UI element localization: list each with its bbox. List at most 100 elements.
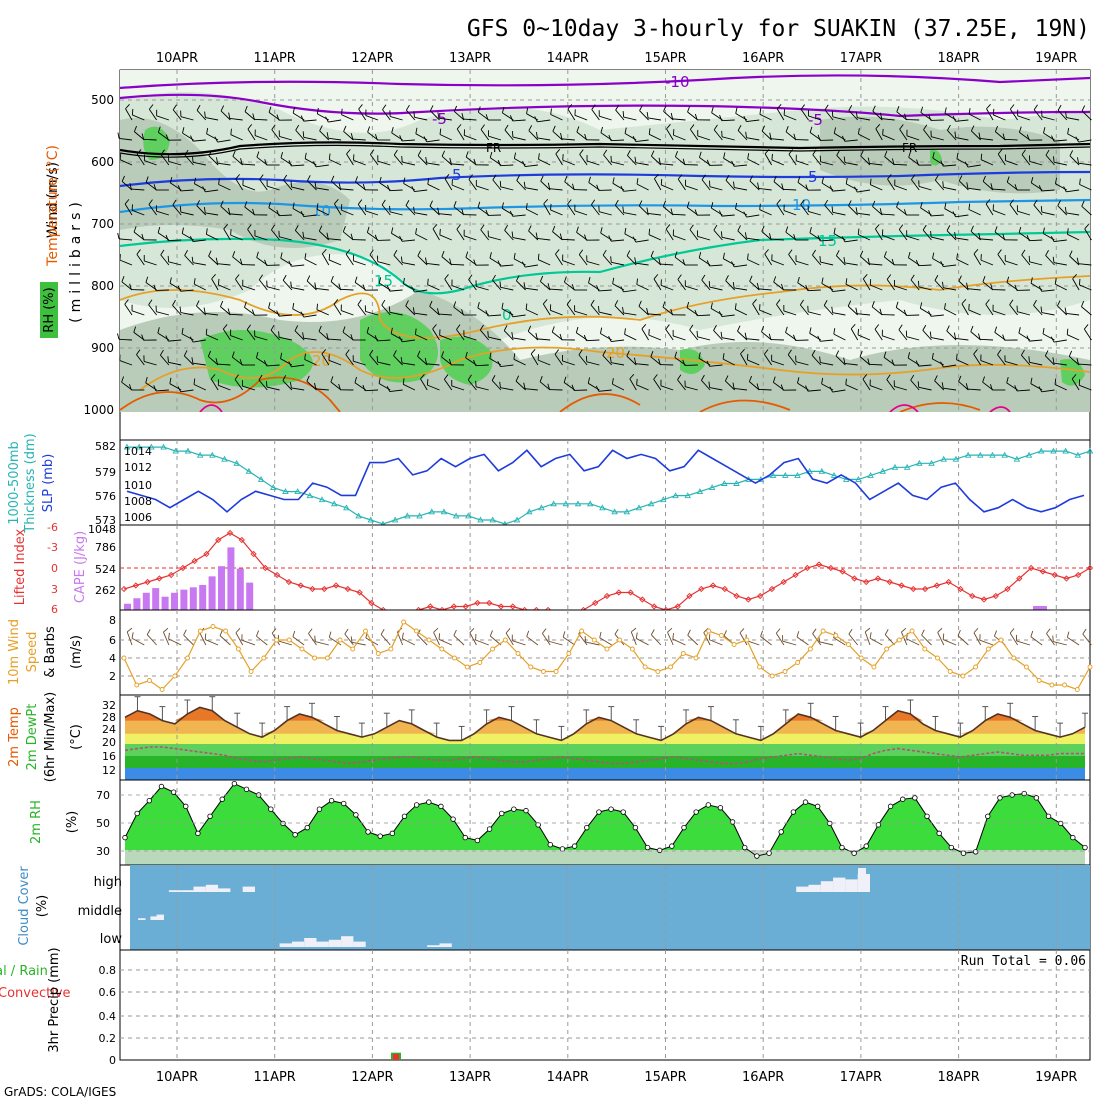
upper-panel: -10 -5 -5 FR FR 5 5 10 10 15 15 0 20 20 … xyxy=(40,69,1092,441)
upper-barb xyxy=(247,224,252,230)
upper-barb xyxy=(598,306,600,313)
upper-barb xyxy=(382,104,387,110)
upper-barb xyxy=(504,124,509,131)
upper-barb xyxy=(596,184,600,191)
upper-barb xyxy=(1069,250,1073,257)
wind-marker xyxy=(1087,664,1093,670)
upper-barb xyxy=(731,160,735,167)
rh-marker xyxy=(207,813,213,819)
surface-barb xyxy=(973,628,979,634)
upper-barb xyxy=(942,281,944,288)
wind-marker xyxy=(439,646,445,652)
upper-barb xyxy=(304,359,317,366)
upper-barb xyxy=(1071,374,1077,380)
upper-barb xyxy=(821,377,824,384)
upper-barb xyxy=(345,349,350,355)
surface-barb xyxy=(760,630,764,637)
upper-barb xyxy=(979,338,994,341)
upper-barb xyxy=(896,106,900,112)
upper-barb xyxy=(350,334,354,341)
upper-barb xyxy=(882,134,895,141)
upper-barb xyxy=(211,273,216,280)
upper-barb xyxy=(793,334,796,341)
upper-barb xyxy=(986,108,994,121)
upper-barb xyxy=(148,204,157,216)
upper-barb xyxy=(314,382,317,389)
upper-barb xyxy=(966,282,969,289)
cloud-high-bar xyxy=(833,877,846,892)
li-marker xyxy=(827,564,834,572)
upper-barb xyxy=(722,358,735,366)
upper-barb xyxy=(734,287,748,291)
upper-barb xyxy=(898,224,904,230)
wind-marker xyxy=(401,619,407,625)
upper-barb xyxy=(328,338,342,341)
upper-barb xyxy=(1014,385,1018,392)
upper-barb xyxy=(946,230,957,241)
upper-barb xyxy=(353,159,366,166)
upper-barb xyxy=(946,330,957,341)
upper-barb xyxy=(389,211,403,216)
upper-barb xyxy=(879,308,883,315)
li-marker xyxy=(851,575,858,582)
upper-barb xyxy=(809,327,812,334)
upper-barb xyxy=(672,118,686,121)
rh-marker xyxy=(268,806,274,812)
upper-barb xyxy=(451,184,465,191)
thickness-marker xyxy=(440,508,448,515)
surface-barb xyxy=(505,632,514,646)
upper-barb xyxy=(134,131,145,141)
upper-barb xyxy=(612,177,615,184)
upper-barb xyxy=(119,137,133,141)
svg-text:FR: FR xyxy=(902,141,917,155)
upper-barb xyxy=(843,357,846,364)
svg-text:(%): (%) xyxy=(65,811,80,834)
upper-barb xyxy=(345,253,354,266)
upper-barb xyxy=(797,276,800,283)
li-marker xyxy=(450,603,457,610)
upper-barb xyxy=(516,275,520,282)
upper-barb xyxy=(292,107,296,114)
upper-barb xyxy=(785,326,788,333)
surface-barb xyxy=(709,639,723,646)
upper-barb xyxy=(414,189,428,193)
upper-barb xyxy=(764,253,772,266)
upper-barb xyxy=(218,184,231,191)
rh-marker xyxy=(571,843,578,849)
upper-barb xyxy=(1081,306,1092,316)
upper-barb xyxy=(820,362,834,366)
upper-barb xyxy=(537,253,540,260)
svg-text:262: 262 xyxy=(95,584,116,597)
upper-barb xyxy=(420,378,428,391)
svg-text:20: 20 xyxy=(606,344,625,362)
surface-barb xyxy=(183,629,187,636)
upper-barb xyxy=(735,308,748,316)
li-marker xyxy=(945,578,952,586)
upper-barb xyxy=(646,111,649,119)
upper-barb xyxy=(721,136,735,141)
upper-barb xyxy=(635,239,649,243)
upper-barb xyxy=(424,357,427,364)
li-marker xyxy=(1075,571,1082,579)
upper-barb xyxy=(785,226,789,233)
wind-marker xyxy=(515,651,521,656)
wind-marker xyxy=(350,646,356,652)
li-marker xyxy=(332,582,340,589)
upper-barb xyxy=(947,130,957,141)
svg-text:28: 28 xyxy=(102,711,116,724)
li-marker xyxy=(203,550,210,558)
upper-barb xyxy=(425,156,428,164)
upper-barb xyxy=(501,302,504,309)
upper-barb xyxy=(807,289,821,292)
upper-barb xyxy=(710,302,713,309)
cloud-high-bar xyxy=(242,886,255,892)
upper-barb xyxy=(528,130,539,141)
upper-barb xyxy=(1053,239,1067,243)
upper-barb xyxy=(599,211,612,216)
upper-barb xyxy=(701,179,711,191)
upper-barb xyxy=(389,289,403,292)
upper-barb xyxy=(1066,189,1080,193)
surface-barb xyxy=(957,635,969,646)
upper-barb xyxy=(158,131,170,141)
thickness-marker xyxy=(1074,451,1082,458)
